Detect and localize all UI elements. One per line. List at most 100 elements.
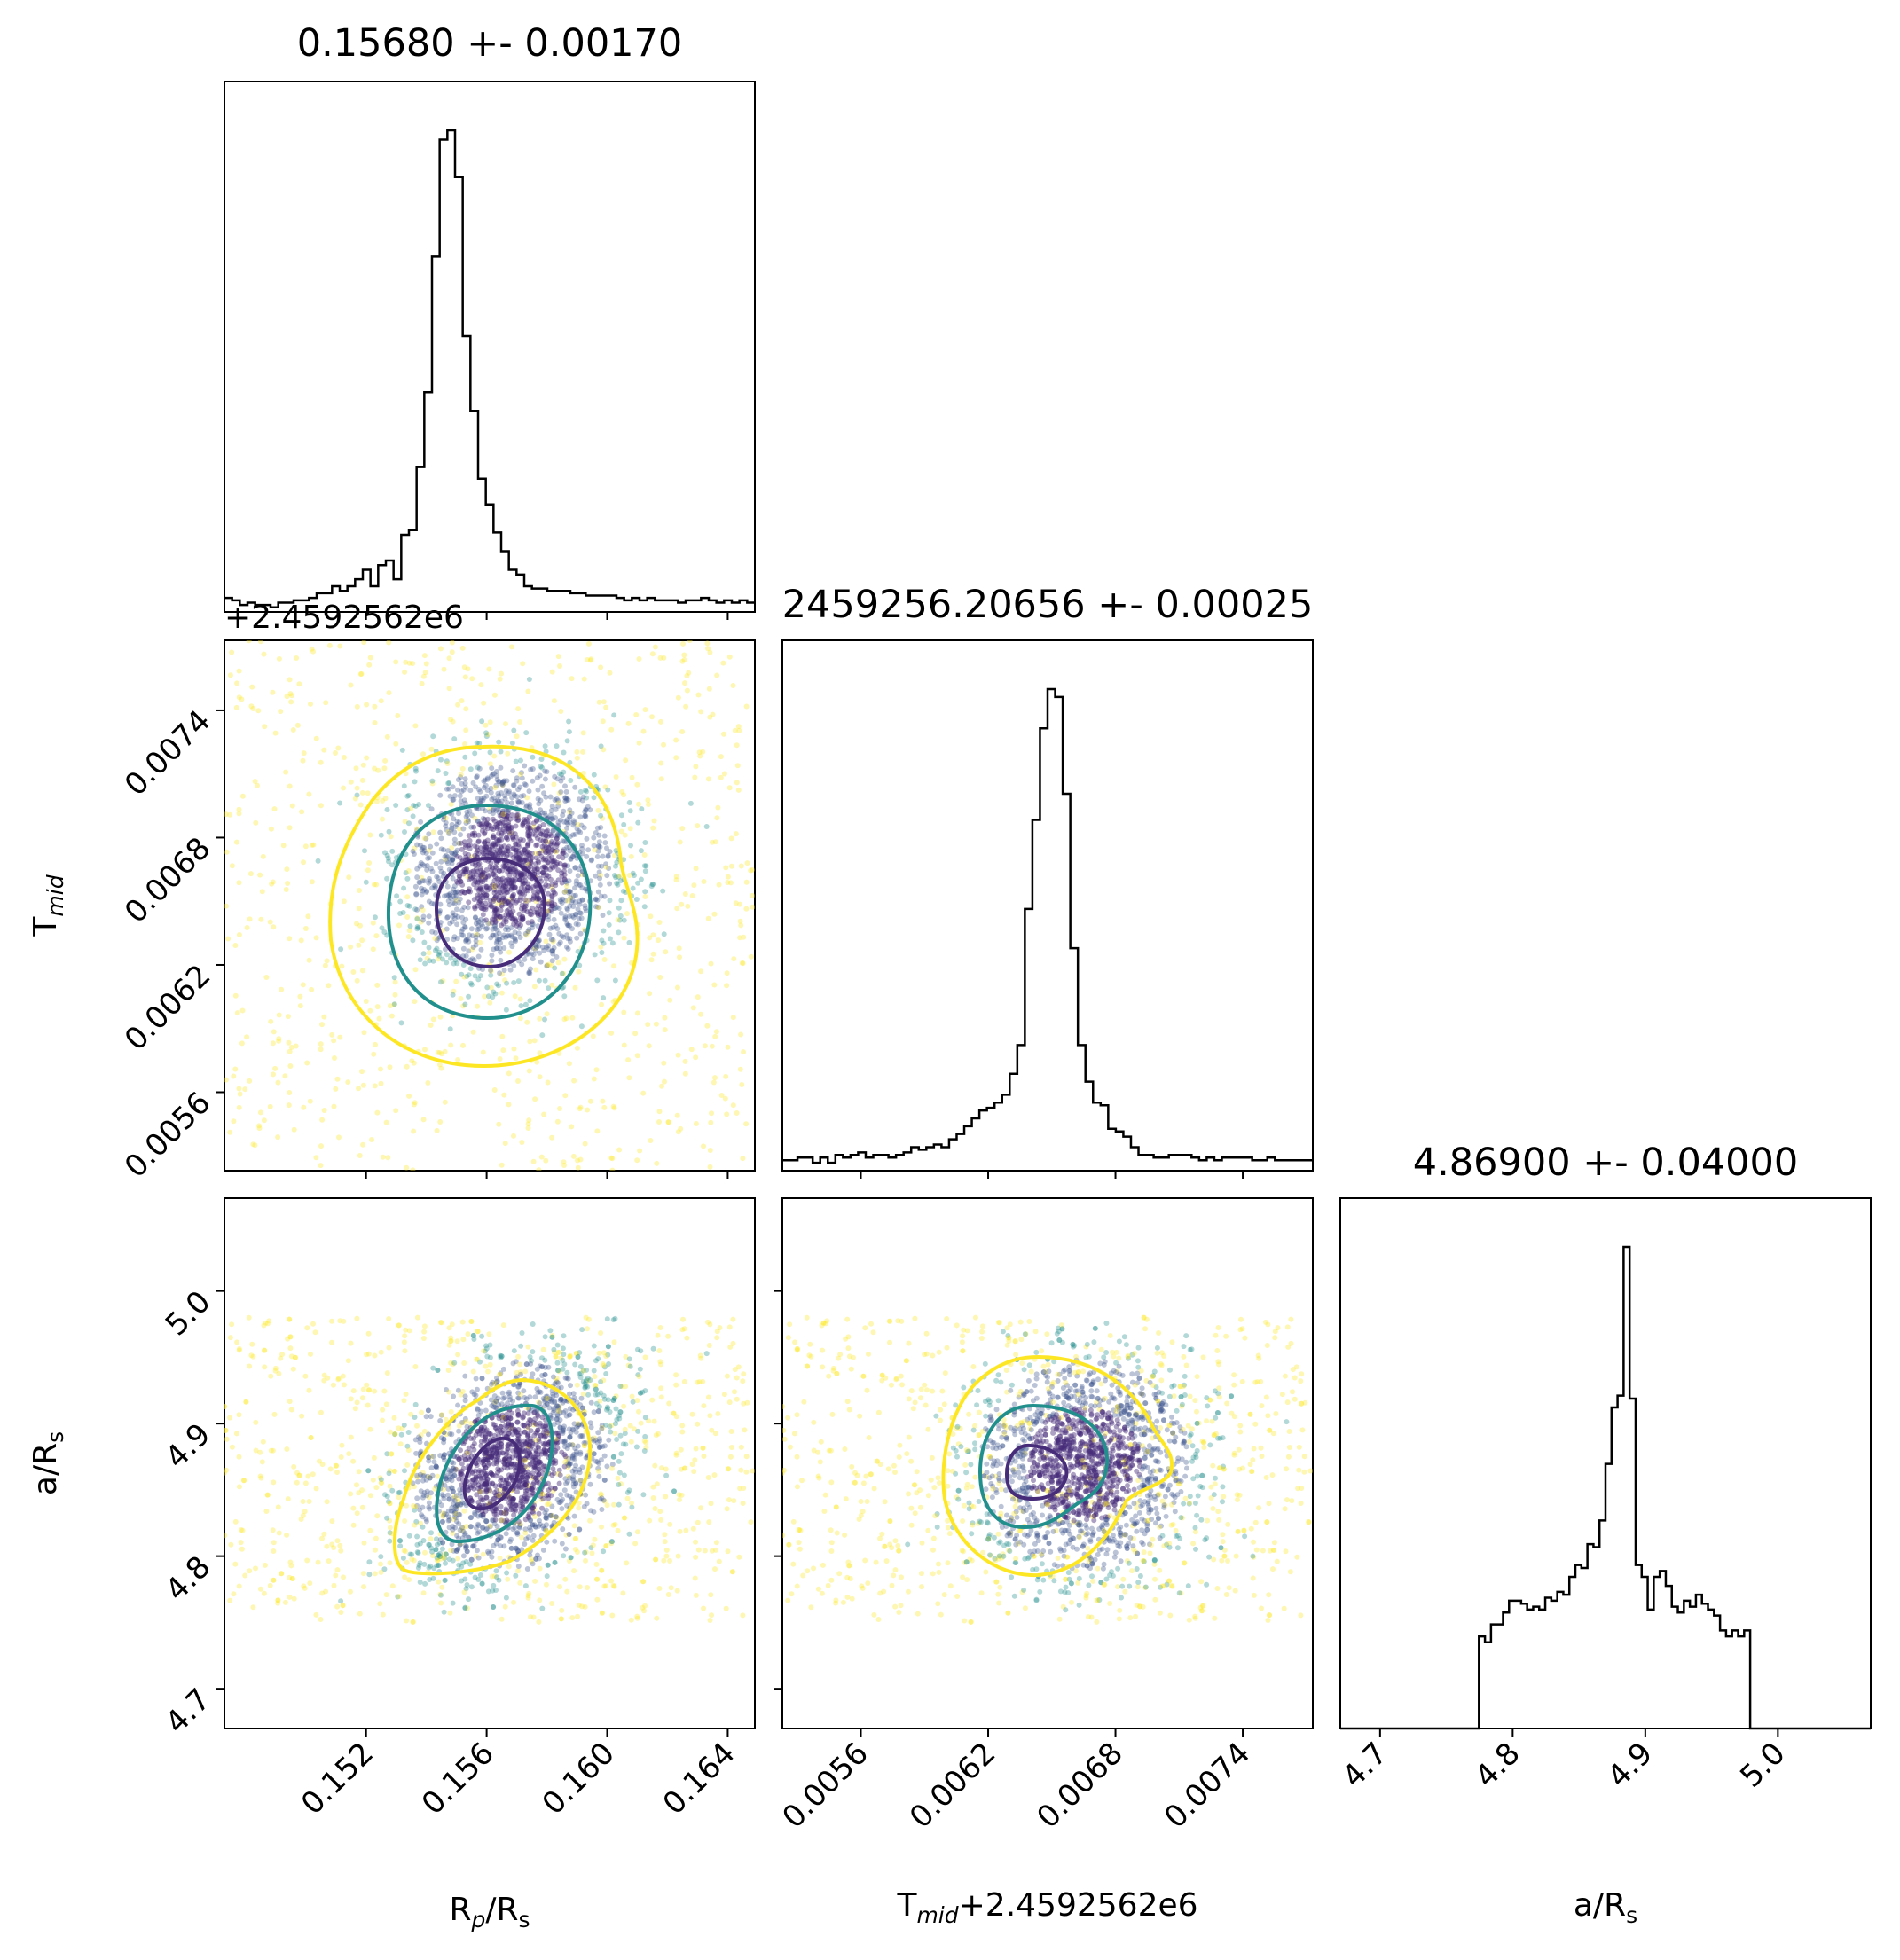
scatter-point: [620, 1590, 626, 1596]
scatter-point: [436, 1050, 443, 1055]
scatter-point: [385, 855, 391, 861]
scatter-point: [497, 937, 503, 943]
scatter-point: [498, 1423, 504, 1430]
scatter-point: [519, 1140, 525, 1145]
scatter-point: [570, 832, 577, 838]
scatter-point: [417, 1580, 423, 1585]
scatter-point: [422, 960, 428, 967]
scatter-point: [698, 709, 704, 715]
scatter-point: [704, 1023, 711, 1029]
scatter-point: [518, 1506, 524, 1512]
scatter-point: [482, 840, 488, 846]
scatter-point: [422, 1580, 428, 1587]
scatter-point: [506, 827, 512, 832]
scatter-point: [517, 915, 523, 921]
scatter-point: [601, 940, 607, 946]
scatter-point: [527, 825, 533, 831]
scatter-point: [466, 1596, 472, 1603]
scatter-point: [626, 873, 632, 878]
scatter-point: [502, 1141, 508, 1147]
scatter-point: [526, 1406, 531, 1412]
scatter-point: [496, 868, 502, 874]
scatter-point: [457, 855, 463, 861]
scatter-point: [698, 968, 704, 975]
scatter-point: [578, 822, 585, 828]
scatter-point: [508, 1536, 514, 1542]
scatter-point: [462, 800, 468, 806]
scatter-point: [384, 852, 390, 858]
scatter-point: [484, 837, 491, 843]
scatter-point: [308, 1351, 313, 1357]
scatter-point: [497, 812, 503, 819]
scatter-point: [674, 906, 680, 912]
scatter-point: [604, 873, 610, 879]
scatter-point: [403, 870, 409, 876]
scatter-point: [553, 863, 558, 869]
scatter-point: [505, 886, 511, 892]
scatter-point: [482, 891, 488, 898]
scatter-point: [581, 927, 587, 933]
scatter-point: [492, 920, 499, 925]
scatter-point: [405, 934, 412, 940]
scatter-point: [506, 933, 512, 939]
scatter-point: [475, 764, 481, 771]
scatter-point: [483, 892, 490, 898]
scatter-point: [524, 843, 530, 849]
scatter-point: [497, 1371, 503, 1377]
scatter-point: [381, 1388, 388, 1394]
scatter-point: [649, 1397, 656, 1403]
scatter-point: [541, 842, 547, 848]
scatter-point: [533, 861, 539, 867]
scatter-point: [491, 932, 497, 938]
scatter-point: [709, 1612, 714, 1619]
scatter-point: [536, 859, 542, 866]
scatter-point: [548, 812, 554, 818]
scatter-point: [321, 1108, 327, 1113]
scatter-point: [573, 921, 579, 927]
scatter-point: [271, 806, 278, 812]
scatter-point: [492, 907, 499, 913]
scatter-point: [636, 740, 642, 746]
scatter-point: [591, 795, 597, 801]
scatter-point: [388, 1429, 393, 1435]
scatter-point: [420, 850, 426, 856]
scatter-point: [475, 879, 482, 885]
scatter-point: [707, 1148, 713, 1153]
scatter-point: [525, 1445, 531, 1450]
scatter-point: [467, 788, 474, 794]
scatter-point: [404, 903, 411, 908]
scatter-point: [576, 1422, 582, 1428]
scatter-point: [447, 1431, 453, 1437]
scatter-point: [734, 763, 741, 769]
scatter-point: [582, 812, 588, 819]
scatter-point: [523, 817, 530, 822]
scatter-point: [541, 846, 547, 852]
scatter-point: [609, 1167, 616, 1171]
scatter-point: [424, 888, 430, 894]
scatter-point: [500, 1322, 506, 1329]
scatter-point: [538, 853, 545, 859]
scatter-point: [224, 903, 229, 909]
scatter-point: [426, 1504, 432, 1510]
scatter-point: [564, 1375, 570, 1381]
scatter-point: [338, 1610, 344, 1615]
scatter-point: [430, 958, 436, 964]
scatter-point: [511, 1348, 517, 1354]
scatter-point: [525, 826, 531, 832]
scatter-point: [476, 1529, 483, 1535]
scatter-point: [477, 885, 483, 891]
scatter-point: [501, 1464, 507, 1470]
scatter-point: [428, 806, 435, 812]
scatter-point: [404, 894, 411, 900]
scatter-point: [414, 866, 420, 872]
scatter-point: [671, 1410, 677, 1416]
scatter-point: [406, 660, 412, 666]
scatter-point: [550, 937, 556, 943]
scatter-point: [577, 1526, 583, 1533]
scatter-point: [491, 795, 497, 801]
scatter-point: [480, 923, 486, 929]
scatter-point: [561, 993, 568, 1000]
scatter-point: [601, 1548, 607, 1555]
scatter-point: [740, 1501, 746, 1506]
scatter-point: [420, 1538, 427, 1543]
